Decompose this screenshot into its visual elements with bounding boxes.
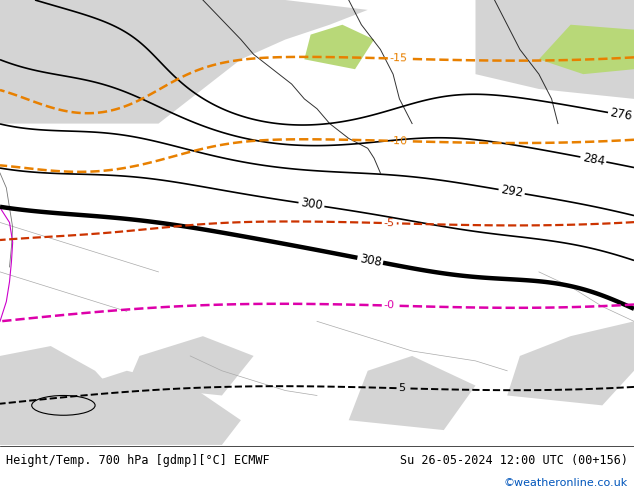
Text: 276: 276 <box>609 106 633 123</box>
Text: 5: 5 <box>398 383 406 393</box>
Text: 284: 284 <box>581 151 605 168</box>
Polygon shape <box>349 356 476 430</box>
Text: -10: -10 <box>390 136 408 146</box>
Text: -5: -5 <box>384 218 395 228</box>
Text: Height/Temp. 700 hPa [gdmp][°C] ECMWF: Height/Temp. 700 hPa [gdmp][°C] ECMWF <box>6 454 270 467</box>
Polygon shape <box>127 336 254 395</box>
Polygon shape <box>0 0 368 123</box>
Text: Su 26-05-2024 12:00 UTC (00+156): Su 26-05-2024 12:00 UTC (00+156) <box>399 454 628 467</box>
Polygon shape <box>0 371 241 445</box>
Text: 300: 300 <box>299 196 323 213</box>
Text: ©weatheronline.co.uk: ©weatheronline.co.uk <box>503 478 628 488</box>
Text: 308: 308 <box>358 252 382 269</box>
Polygon shape <box>0 346 127 445</box>
Polygon shape <box>539 24 634 74</box>
Polygon shape <box>507 321 634 405</box>
Polygon shape <box>304 24 374 69</box>
Polygon shape <box>51 376 178 430</box>
Ellipse shape <box>32 395 95 415</box>
Text: 292: 292 <box>500 183 524 200</box>
Text: -15: -15 <box>390 53 408 64</box>
Text: -0: -0 <box>384 300 395 311</box>
Polygon shape <box>476 0 634 99</box>
